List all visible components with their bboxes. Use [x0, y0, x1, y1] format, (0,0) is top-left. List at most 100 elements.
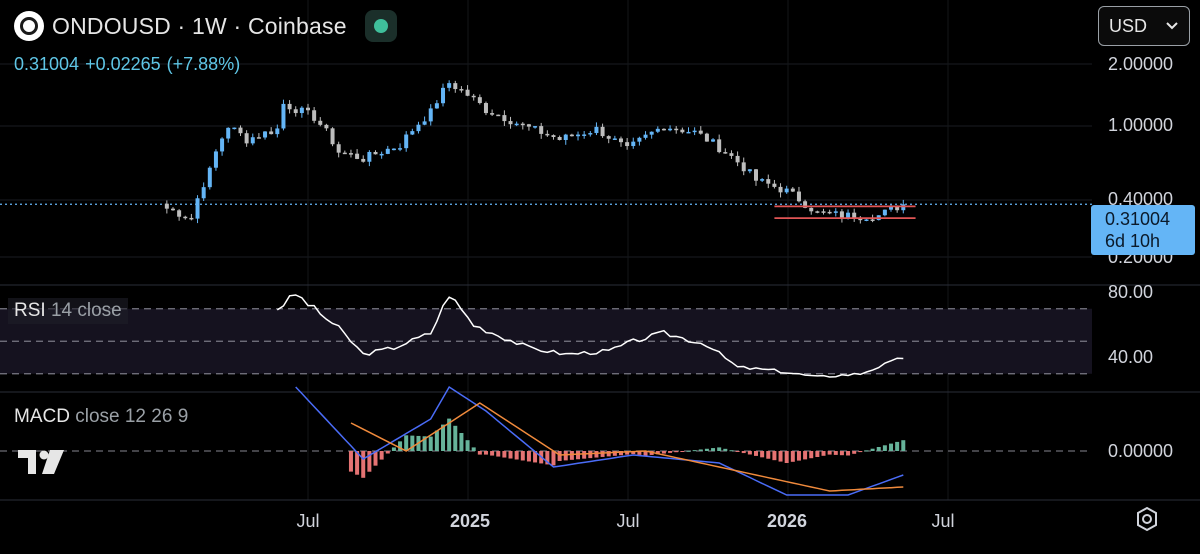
- macd-histogram-bar: [533, 451, 538, 463]
- macd-histogram-bar: [514, 451, 519, 460]
- candle-down: [490, 113, 495, 115]
- candle-up: [398, 148, 403, 150]
- candle-up: [447, 83, 452, 88]
- candle-up: [275, 128, 280, 135]
- candle-down: [625, 142, 630, 147]
- market-status-button[interactable]: [364, 10, 397, 42]
- macd-histogram-bar: [889, 443, 894, 451]
- candle-up: [563, 134, 568, 140]
- macd-histogram-bar: [459, 433, 464, 451]
- currency-select-button[interactable]: USD: [1098, 6, 1190, 46]
- candle-down: [539, 126, 544, 134]
- macd-histogram-bar: [520, 451, 525, 461]
- macd-histogram-bar: [692, 450, 697, 452]
- candle-down: [471, 95, 476, 98]
- macd-histogram-bar: [876, 447, 881, 451]
- macd-legend[interactable]: MACD close 12 26 9: [14, 406, 188, 428]
- candle-up: [385, 148, 390, 154]
- macd-histogram-bar: [526, 451, 531, 462]
- macd-histogram-bar: [815, 451, 820, 457]
- candle-up: [576, 134, 581, 137]
- time-axis-label: 2025: [450, 511, 490, 531]
- settings-gear-icon[interactable]: [1134, 506, 1160, 532]
- macd-histogram-bar: [717, 447, 722, 451]
- macd-histogram-bar: [398, 441, 403, 451]
- candle-down: [342, 152, 347, 155]
- candle-down: [790, 188, 795, 192]
- candle-up: [649, 131, 654, 135]
- candle-up: [514, 123, 519, 126]
- candle-down: [754, 169, 758, 181]
- signal-line: [350, 402, 904, 492]
- rsi-params: 14 close: [50, 300, 122, 321]
- candle-down: [496, 114, 501, 117]
- candle-down: [723, 152, 728, 154]
- macd-histogram-bar: [698, 449, 703, 451]
- candle-down: [661, 128, 666, 131]
- candle-down: [870, 219, 875, 221]
- candle-down: [318, 120, 323, 125]
- macd-name: MACD: [14, 406, 70, 427]
- candle-up: [846, 212, 851, 218]
- candle-down: [674, 128, 679, 131]
- rsi-legend[interactable]: RSI 14 close: [8, 298, 128, 324]
- candle-down: [355, 153, 360, 159]
- price-summary: 0.31004 +0.02265 (+7.88%): [14, 54, 246, 75]
- candle-down: [330, 128, 335, 145]
- candle-down: [459, 89, 464, 91]
- macd-histogram-bar: [729, 450, 734, 452]
- rsi-line: [276, 294, 904, 378]
- candle-down: [526, 124, 531, 127]
- last-price: 0.31004: [14, 54, 80, 74]
- candle-down: [256, 137, 261, 139]
- candle-up: [410, 131, 415, 135]
- macd-histogram-bar: [588, 451, 593, 459]
- candle-down: [189, 217, 194, 220]
- candle-up: [533, 126, 538, 128]
- candle-up: [299, 107, 304, 114]
- candle-down: [778, 186, 783, 193]
- candle-down: [269, 131, 274, 135]
- macd-histogram-bar: [404, 435, 409, 451]
- macd-histogram-bar: [490, 451, 495, 456]
- candle-down: [796, 191, 801, 202]
- macd-histogram-bar: [471, 447, 476, 451]
- tradingview-logo-icon[interactable]: [18, 450, 68, 476]
- macd-histogram-bar: [643, 451, 648, 456]
- candle-up: [416, 124, 421, 132]
- symbol-title[interactable]: ONDOUSD · 1W · Coinbase: [52, 12, 347, 39]
- macd-histogram-bar: [508, 451, 513, 459]
- candle-down: [618, 138, 623, 143]
- macd-line: [295, 385, 904, 496]
- macd-histogram-bar: [385, 451, 390, 454]
- macd-histogram-bar: [827, 451, 832, 455]
- candle-up: [594, 126, 599, 134]
- candle-down: [373, 151, 378, 155]
- macd-histogram-bar: [680, 451, 685, 452]
- macd-histogram-bar: [600, 451, 605, 457]
- candle-down: [772, 183, 777, 187]
- symbol-header[interactable]: ONDOUSD · 1W · Coinbase: [14, 10, 397, 42]
- macd-histogram-bar: [637, 451, 642, 455]
- macd-histogram-bar: [901, 440, 906, 451]
- candle-down: [508, 121, 513, 125]
- macd-histogram-bar: [747, 451, 752, 455]
- macd-histogram-bar: [410, 435, 415, 451]
- macd-histogram-bar: [723, 448, 728, 451]
- candle-up: [391, 148, 396, 151]
- currency-label: USD: [1109, 15, 1148, 36]
- candle-up: [655, 128, 660, 132]
- macd-histogram-bar: [428, 436, 433, 451]
- candle-up: [747, 169, 752, 172]
- macd-histogram-bar: [582, 451, 587, 459]
- macd-histogram-bar: [434, 430, 439, 451]
- candle-down: [815, 211, 820, 213]
- candle-up: [784, 188, 789, 193]
- time-axis-label: Jul: [931, 511, 954, 531]
- candle-down: [177, 210, 182, 217]
- macd-histogram-bar: [477, 451, 482, 455]
- candle-down: [741, 162, 746, 172]
- candle-up: [226, 127, 231, 139]
- macd-histogram-bar: [686, 450, 691, 452]
